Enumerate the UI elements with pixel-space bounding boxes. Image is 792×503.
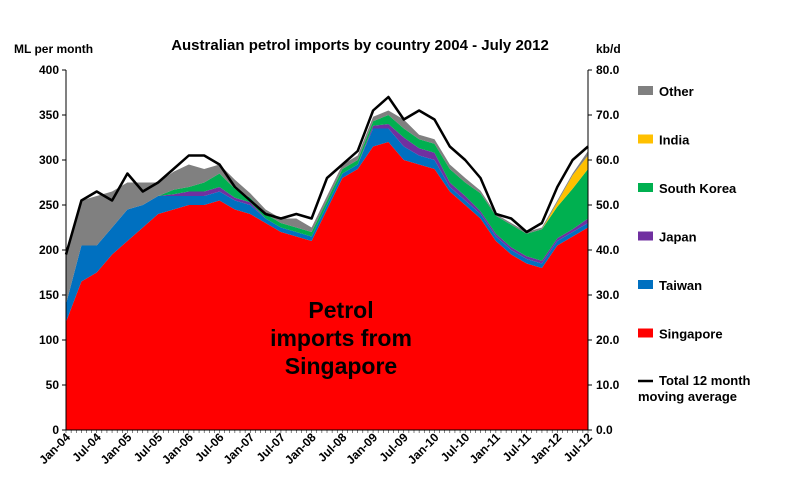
area-series-group [66, 110, 588, 430]
legend: Other India South Korea Japan Taiwan Singapor… [638, 84, 751, 404]
y-left-tick-label: 400 [39, 63, 59, 77]
legend-item-other: Other [638, 84, 694, 99]
x-tick-label: Jan-11 [467, 430, 504, 467]
area-singapore [66, 142, 588, 430]
y-right-tick-label: 50.0 [596, 198, 620, 212]
chart-title: Australian petrol imports by country 200… [171, 37, 549, 54]
legend-swatch [638, 280, 653, 289]
line-total-12-month-moving-average [64, 95, 589, 255]
x-tick-label: Jul-10 [438, 430, 473, 465]
x-tick-label: Jan-06 [159, 430, 196, 467]
legend-item-taiwan: Taiwan [638, 278, 702, 293]
y-left-tick-label: 350 [39, 108, 59, 122]
y-right-tick-label: 20.0 [596, 333, 620, 347]
y-left-tick-label: 200 [39, 243, 59, 257]
legend-item-total-12-month-moving-average: Total 12 month moving average [638, 373, 751, 404]
y-right-tick-label: 10.0 [596, 378, 620, 392]
y-left-tick-label: 150 [39, 288, 59, 302]
legend-item-japan: Japan [638, 230, 697, 245]
annotation-text: Petrol imports from Singapore [270, 297, 412, 379]
legend-swatch [638, 231, 653, 241]
y-right-tick-label: 80.0 [596, 63, 620, 77]
legend-swatch [638, 328, 653, 338]
legend-item-india: India [638, 133, 690, 148]
legend-item-singapore: Singapore [638, 327, 723, 342]
y-left-tick-label: 300 [39, 153, 59, 167]
y-left-tick-label: 100 [39, 333, 59, 347]
x-tick-label: Jan-09 [343, 430, 380, 467]
x-tick-label: Jan-05 [98, 430, 135, 467]
line-series-group [64, 95, 589, 255]
y-right-axis-label: kb/d [596, 42, 621, 56]
legend-swatch [638, 183, 653, 192]
area-south-korea [66, 115, 588, 304]
legend-label: Other [659, 84, 694, 99]
x-tick-label: Jan-10 [405, 430, 442, 467]
y-right-tick-label: 70.0 [596, 108, 620, 122]
legend-label: Total 12 month moving average [638, 373, 751, 404]
legend-label: Taiwan [659, 278, 702, 293]
x-tick-label: Jan-12 [528, 430, 565, 467]
y-right-tick-label: 0.0 [596, 423, 613, 437]
y-right-tick-label: 60.0 [596, 153, 620, 167]
y-left-tick-label: 250 [39, 198, 59, 212]
legend-label: South Korea [659, 181, 737, 196]
x-tick-label: Jul-12 [561, 430, 596, 465]
y-left-tick-label: 0 [52, 423, 59, 437]
x-tick-label: Jan-07 [221, 430, 258, 467]
y-right-tick-label: 30.0 [596, 288, 620, 302]
y-right-tick-label: 40.0 [596, 243, 620, 257]
legend-label: Japan [659, 230, 697, 245]
legend-item-south-korea: South Korea [638, 181, 737, 196]
y-left-tick-label: 50 [46, 378, 60, 392]
legend-label: India [659, 133, 690, 148]
legend-label: Singapore [659, 327, 723, 342]
y-left-axis-label: ML per month [14, 42, 93, 56]
x-tick-label: Jan-08 [282, 430, 319, 467]
legend-swatch [638, 134, 653, 144]
legend-swatch [638, 86, 653, 95]
